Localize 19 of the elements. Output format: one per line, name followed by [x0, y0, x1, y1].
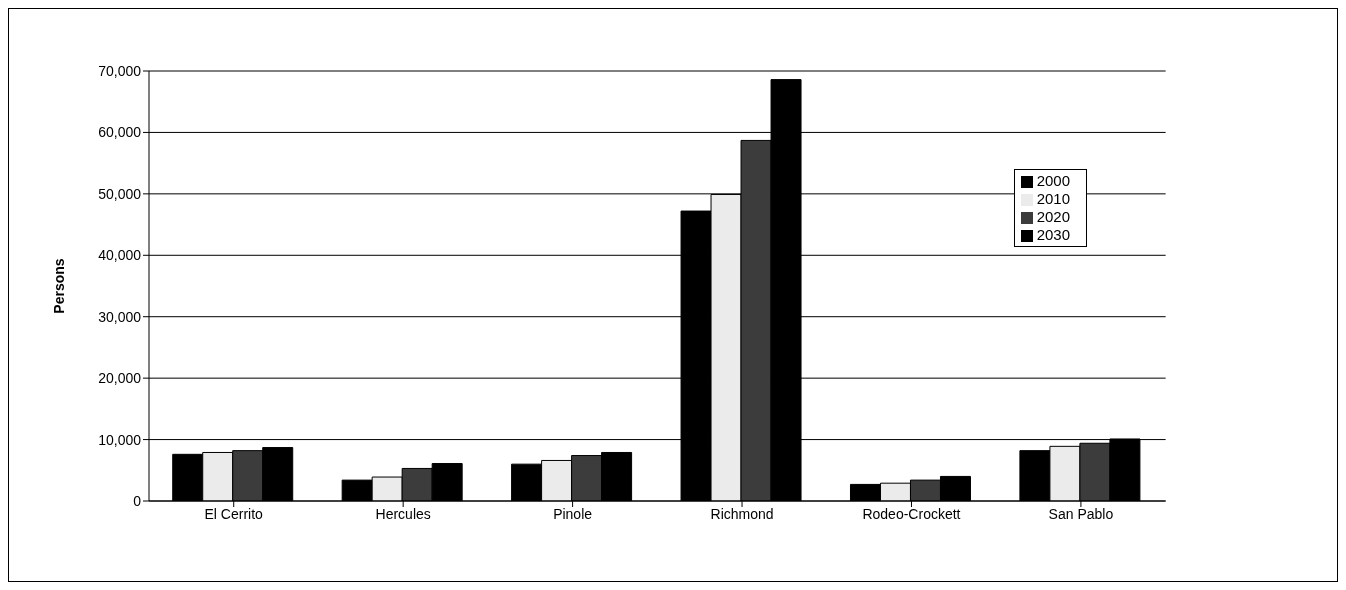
y-tick-label: 10,000	[98, 431, 142, 448]
x-tick-label: El Cerrito	[204, 505, 264, 522]
x-tick-label: Rodeo-Crockett	[862, 505, 961, 522]
x-tick-label: Hercules	[375, 505, 431, 522]
legend-label: 2030	[1036, 226, 1070, 243]
y-tick-label: 50,000	[98, 185, 142, 202]
legend-label: 2000	[1036, 172, 1070, 189]
y-tick-label: 60,000	[98, 124, 142, 141]
x-tick-label: Pinole	[553, 505, 593, 522]
y-tick-label: 30,000	[98, 308, 142, 325]
legend-label: 2020	[1036, 208, 1070, 225]
legend-label: 2010	[1036, 190, 1070, 207]
x-tick-label: San Pablo	[1048, 505, 1114, 522]
y-axis-title: Persons	[50, 258, 67, 314]
y-tick-label: 20,000	[98, 370, 142, 387]
y-tick-label: 40,000	[98, 247, 142, 264]
x-tick-label: Richmond	[710, 505, 774, 522]
y-tick-label: 70,000	[98, 62, 142, 79]
y-tick-label: 0	[133, 492, 142, 509]
